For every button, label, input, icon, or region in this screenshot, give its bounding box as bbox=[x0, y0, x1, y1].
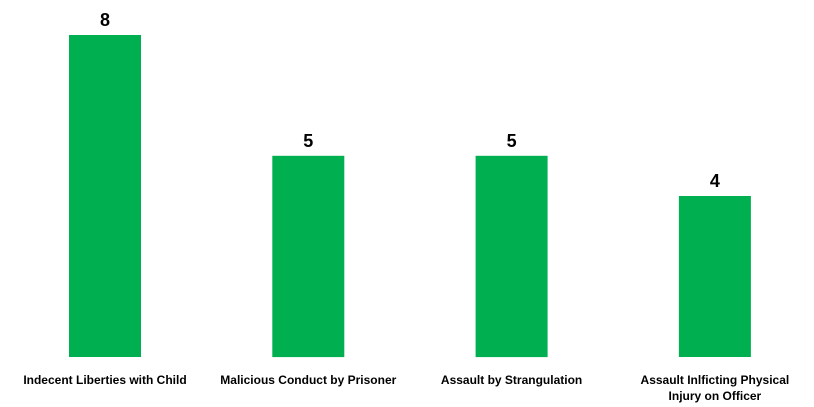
bar-3 bbox=[678, 196, 751, 357]
category-label-0: Indecent Liberties with Child bbox=[23, 373, 186, 387]
category-label-1: Malicious Conduct by Prisoner bbox=[220, 373, 396, 387]
data-label-3: 4 bbox=[710, 171, 720, 191]
data-label-2: 5 bbox=[507, 131, 517, 151]
data-label-1: 5 bbox=[303, 131, 313, 151]
data-label-0: 8 bbox=[100, 10, 110, 30]
category-label-3-line-0: Assault Inlficting Physical bbox=[641, 373, 790, 387]
category-label-2: Assault by Strangulation bbox=[441, 373, 582, 387]
bar-0 bbox=[69, 35, 141, 357]
bar-1 bbox=[272, 155, 345, 358]
category-label-3-line-1: Injury on Officer bbox=[669, 389, 762, 403]
bar-2 bbox=[475, 155, 548, 358]
